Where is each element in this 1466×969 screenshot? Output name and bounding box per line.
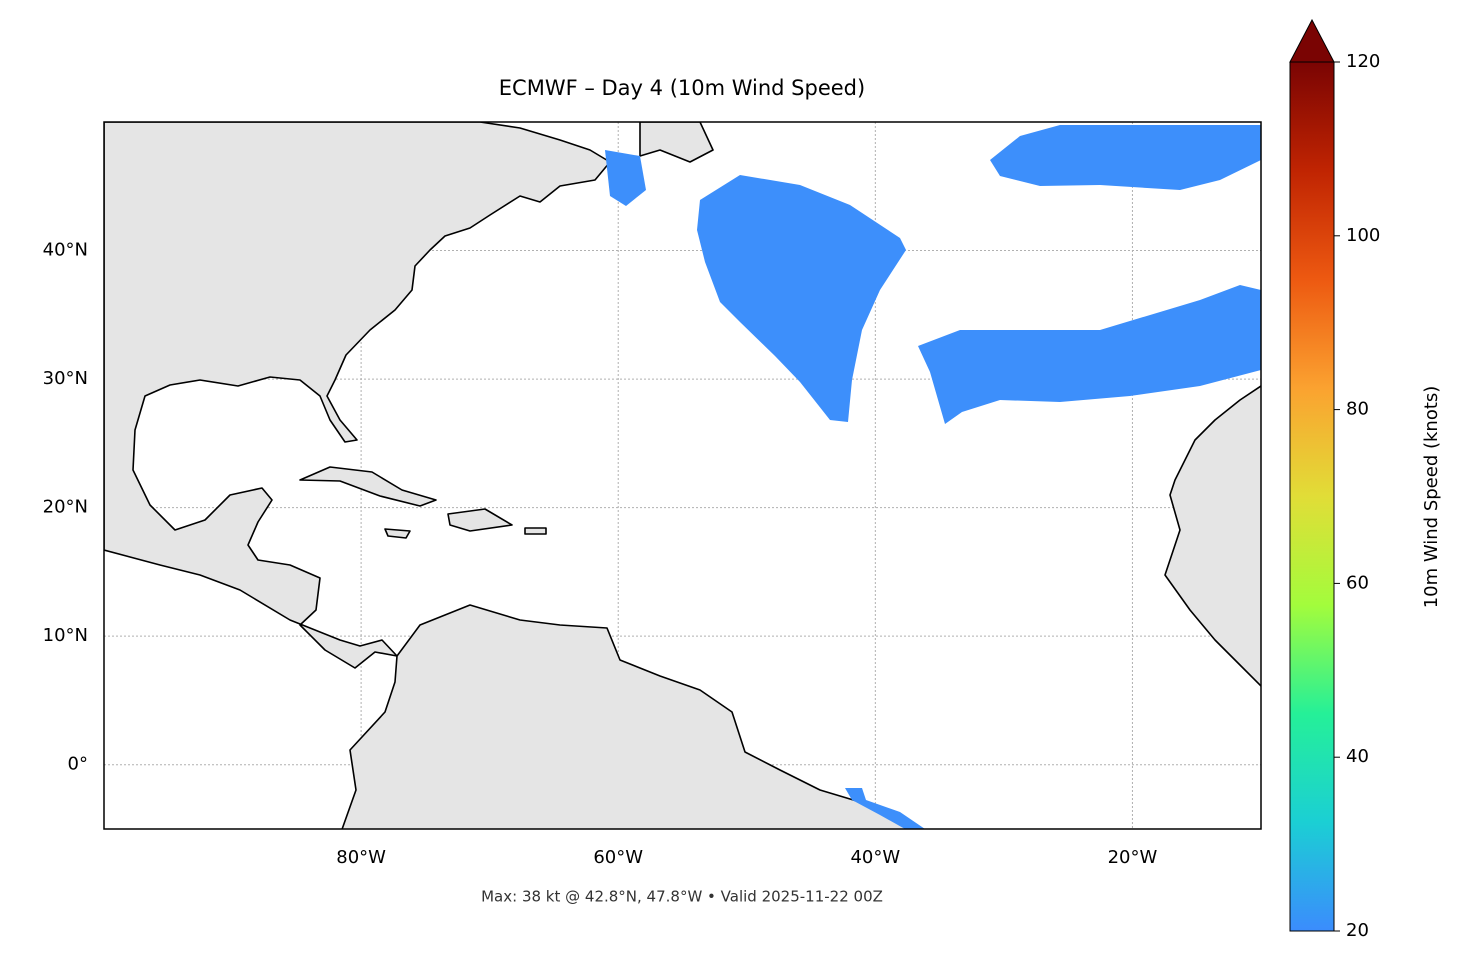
puerto-rico xyxy=(524,527,547,535)
colorbar-tick-label: 120 xyxy=(1346,51,1380,72)
wind-storm xyxy=(697,175,906,422)
wind-band-north xyxy=(990,125,1261,190)
hispaniola xyxy=(447,508,513,532)
map-frame xyxy=(103,121,1262,830)
colorbar-tick-label: 40 xyxy=(1346,746,1369,767)
y-tick-label: 10°N xyxy=(43,625,88,646)
y-tick-label: 40°N xyxy=(43,240,88,261)
colorbar-tick-label: 60 xyxy=(1346,572,1369,593)
wind-band-mid xyxy=(918,285,1261,424)
colorbar-label: 10m Wind Speed (knots) xyxy=(1421,386,1442,609)
y-tick-label: 0° xyxy=(68,754,88,775)
map-area xyxy=(104,122,1261,829)
north-america xyxy=(104,122,611,669)
x-tick-label: 40°W xyxy=(850,847,900,868)
africa xyxy=(1164,385,1261,688)
colorbar xyxy=(1289,61,1335,932)
y-tick-label: 30°N xyxy=(43,368,88,389)
colorbar-tick-label: 100 xyxy=(1346,225,1380,246)
wind-patch xyxy=(605,150,646,206)
wind-patch xyxy=(845,788,925,829)
y-tick-label: 20°N xyxy=(43,497,88,518)
south-america xyxy=(341,604,916,829)
colorbar-tick-label: 20 xyxy=(1346,920,1369,941)
colorbar-extend xyxy=(1289,18,1335,63)
map-title: ECMWF – Day 4 (10m Wind Speed) xyxy=(499,76,865,100)
map-footer: Max: 38 kt @ 42.8°N, 47.8°W • Valid 2025… xyxy=(481,888,883,906)
cuba xyxy=(299,466,437,507)
x-tick-label: 60°W xyxy=(593,847,643,868)
x-tick-label: 80°W xyxy=(336,847,386,868)
jamaica xyxy=(384,528,411,539)
colorbar-tick-label: 80 xyxy=(1346,399,1369,420)
x-tick-label: 20°W xyxy=(1108,847,1158,868)
